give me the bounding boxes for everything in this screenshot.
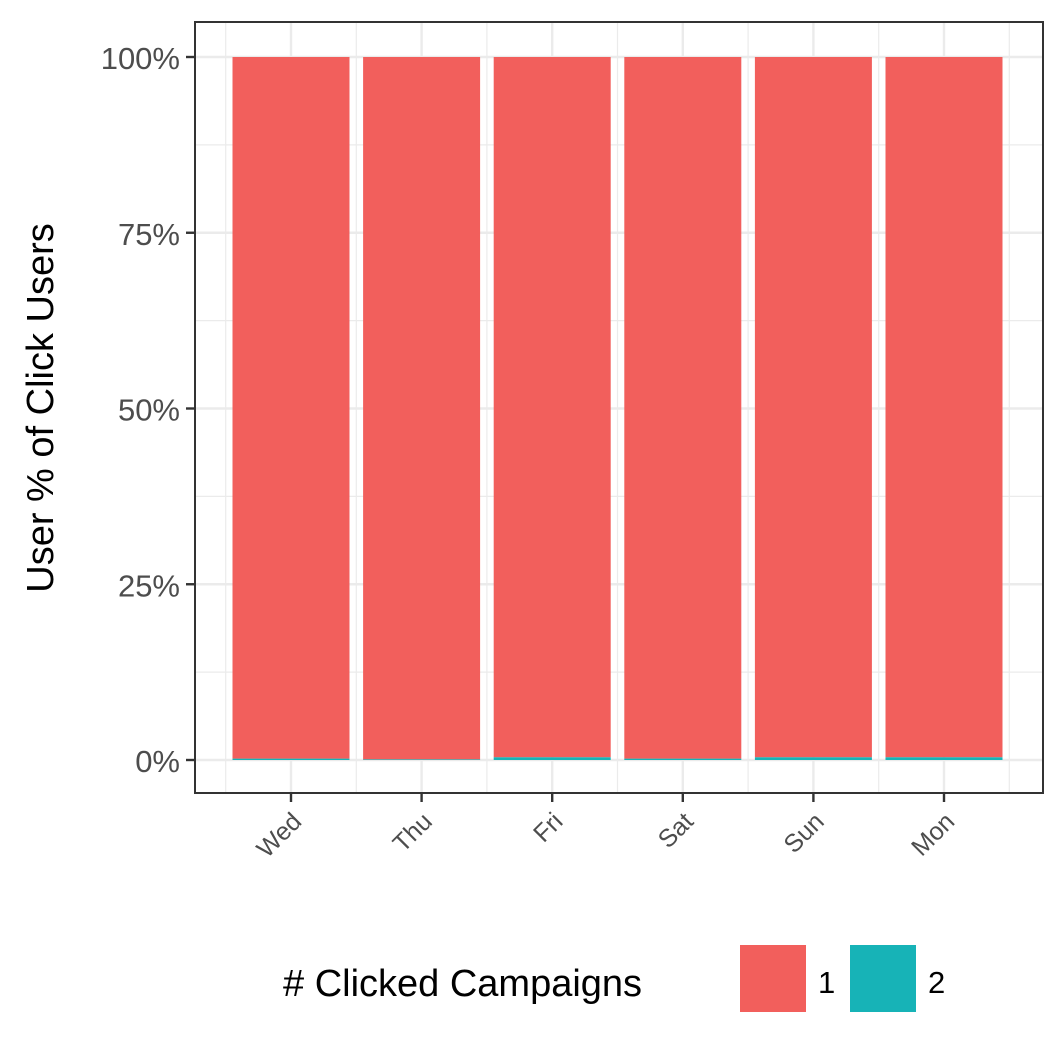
bar-thu-series-1 (363, 57, 481, 760)
x-tick-label-sat: Sat (653, 807, 699, 853)
x-tick-label-fri: Fri (528, 807, 568, 847)
bar-mon-series-1 (885, 57, 1003, 758)
legend-label-2: 2 (928, 965, 945, 1000)
bar-wed-series-1 (232, 57, 350, 759)
x-axis: Wed Thu Fri Sat Sun Mon (251, 793, 960, 863)
x-tick-label-mon: Mon (906, 807, 960, 861)
legend-label-1: 1 (818, 965, 835, 1000)
x-tick-label-sun: Sun (778, 807, 829, 858)
legend-key-2 (850, 945, 916, 1012)
bar-wed-series-2 (232, 758, 350, 760)
bar-sun-series-1 (754, 57, 872, 758)
x-tick-label-wed: Wed (251, 807, 307, 863)
bar-sat-series-1 (624, 57, 742, 759)
y-tick-label: 100% (101, 41, 180, 76)
y-axis-title: User % of Click Users (20, 223, 62, 593)
legend-key-1 (740, 945, 806, 1012)
bar-group (232, 57, 1003, 760)
bar-sun-series-2 (754, 757, 872, 760)
y-axis: 0% 25% 50% 75% 100% (101, 41, 195, 779)
bar-fri-series-2 (493, 757, 611, 760)
legend-title: # Clicked Campaigns (283, 963, 642, 1005)
y-tick-label: 0% (135, 744, 180, 779)
x-tick-label-thu: Thu (388, 807, 438, 857)
bar-thu-series-2 (363, 759, 481, 760)
legend: # Clicked Campaigns 1 2 (283, 945, 945, 1012)
y-tick-label: 25% (118, 568, 180, 603)
y-tick-label: 75% (118, 217, 180, 252)
bar-mon-series-2 (885, 757, 1003, 760)
bar-sat-series-2 (624, 758, 742, 760)
y-tick-label: 50% (118, 393, 180, 428)
bar-fri-series-1 (493, 57, 611, 758)
